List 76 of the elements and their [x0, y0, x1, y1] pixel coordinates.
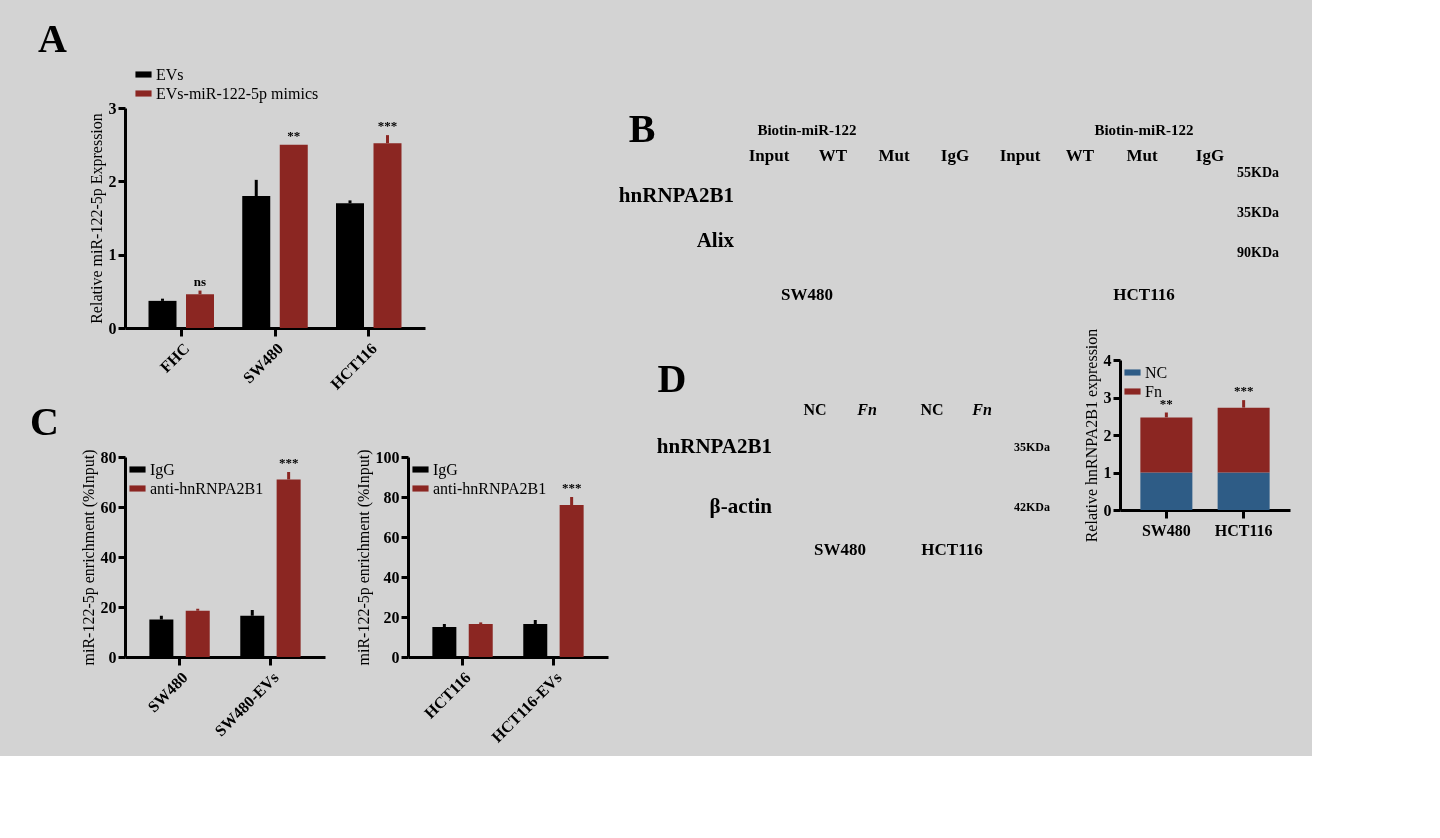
- y-tick-label: 80: [100, 448, 117, 466]
- y-tick-label: 3: [108, 99, 117, 117]
- y-tick-label: 1: [108, 246, 117, 264]
- y-tick-label: 1: [1103, 464, 1112, 481]
- chart-title: A: [38, 16, 67, 61]
- y-tick-label: 3: [1103, 389, 1112, 406]
- annotation: **: [287, 127, 301, 143]
- text: β-actin: [709, 494, 773, 518]
- text: IgG: [940, 146, 970, 165]
- text: NC: [920, 401, 944, 418]
- text: Biotin-miR-122: [757, 122, 857, 138]
- bar: [1140, 417, 1193, 473]
- legend-label: NC: [1145, 363, 1168, 381]
- legend-label: EVs-miR-122-5p mimics: [156, 84, 319, 103]
- text: SW480: [814, 540, 866, 559]
- y-axis-title: miR-122-5p enrichment (%Input): [354, 449, 373, 666]
- text: 55KDa: [1237, 165, 1279, 180]
- bar: [279, 144, 308, 328]
- text: 35KDa: [1237, 205, 1279, 220]
- y-tick-label: 0: [391, 648, 400, 666]
- annotation: ***: [1233, 383, 1254, 399]
- y-tick-label: 0: [1103, 501, 1112, 519]
- text: hnRNPA2B1: [618, 183, 734, 207]
- text: 90KDa: [1237, 245, 1279, 260]
- text: Mut: [1126, 146, 1158, 165]
- bar: [185, 610, 210, 657]
- text: D: [657, 356, 687, 401]
- y-tick-label: 2: [1103, 426, 1112, 444]
- y-tick-label: 0: [108, 319, 117, 337]
- text: HCT116: [1113, 285, 1175, 304]
- y-tick-label: 20: [100, 598, 117, 616]
- chart-title: C: [30, 399, 59, 444]
- text: 35KDa: [1014, 440, 1050, 454]
- y-tick-label: 80: [383, 488, 400, 506]
- text: IgG: [1195, 146, 1225, 165]
- text: WT: [1065, 146, 1095, 165]
- text: B: [628, 106, 656, 151]
- text: NC: [803, 401, 827, 418]
- annotation: ***: [561, 480, 582, 495]
- text: WT: [818, 146, 848, 165]
- legend-label: IgG: [433, 460, 459, 479]
- text: Fn: [856, 401, 877, 418]
- text: Alix: [696, 228, 735, 252]
- text: 42KDa: [1014, 500, 1050, 514]
- legend-label: anti-hnRNPA2B1: [433, 479, 547, 497]
- annotation: ***: [377, 118, 398, 134]
- y-tick-label: 4: [1103, 351, 1112, 369]
- y-tick-label: 100: [375, 448, 400, 466]
- legend-label: IgG: [150, 460, 176, 479]
- y-axis-title: Relative hnRNPA2B1 expression: [1082, 328, 1101, 543]
- text: HCT116: [921, 540, 983, 559]
- y-axis-title: miR-122-5p enrichment (%Input): [79, 449, 98, 666]
- text: Input: [999, 146, 1041, 165]
- y-tick-label: 0: [108, 648, 117, 666]
- bar: [186, 294, 214, 328]
- annotation: ***: [278, 455, 299, 470]
- bar: [1217, 472, 1270, 510]
- text: Input: [748, 146, 790, 165]
- y-tick-label: 40: [383, 568, 400, 586]
- text: Mut: [878, 146, 910, 165]
- text: SW480: [781, 285, 833, 304]
- bar: [468, 624, 493, 657]
- legend-label: EVs: [156, 65, 184, 83]
- text: Fn: [971, 401, 992, 418]
- y-tick-label: 40: [100, 548, 117, 566]
- y-tick-label: 20: [383, 608, 400, 626]
- y-tick-label: 60: [383, 528, 400, 546]
- text: hnRNPA2B1: [656, 434, 772, 458]
- annotation: ns: [193, 273, 207, 289]
- legend-label: anti-hnRNPA2B1: [150, 479, 264, 497]
- y-tick-label: 2: [108, 172, 117, 190]
- y-tick-label: 60: [100, 498, 117, 516]
- y-axis-title: Relative miR-122-5p Expression: [87, 113, 106, 324]
- text: Biotin-miR-122: [1094, 122, 1194, 138]
- legend-label: Fn: [1145, 382, 1162, 400]
- bar: [1140, 472, 1193, 510]
